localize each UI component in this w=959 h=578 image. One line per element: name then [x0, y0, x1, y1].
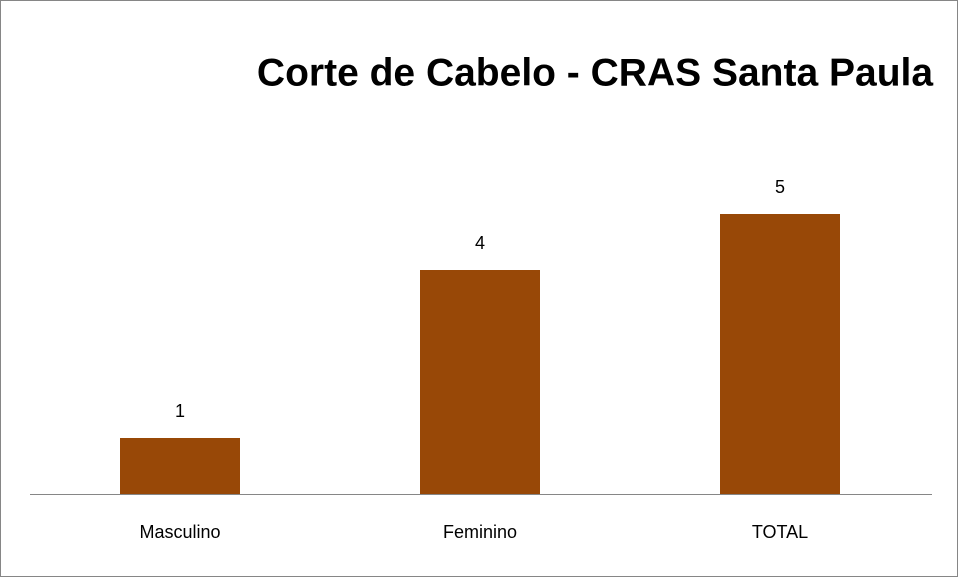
data-label: 4 — [475, 233, 485, 253]
x-tick-label: Masculino — [139, 522, 220, 542]
data-label: 5 — [775, 177, 785, 197]
data-label: 1 — [175, 401, 185, 421]
x-tick-label: TOTAL — [752, 522, 808, 542]
bar — [720, 214, 840, 494]
x-tick-label: Feminino — [443, 522, 517, 542]
bar — [420, 270, 540, 494]
bar — [120, 438, 240, 494]
chart-title: Corte de Cabelo - CRAS Santa Paula — [257, 51, 933, 94]
